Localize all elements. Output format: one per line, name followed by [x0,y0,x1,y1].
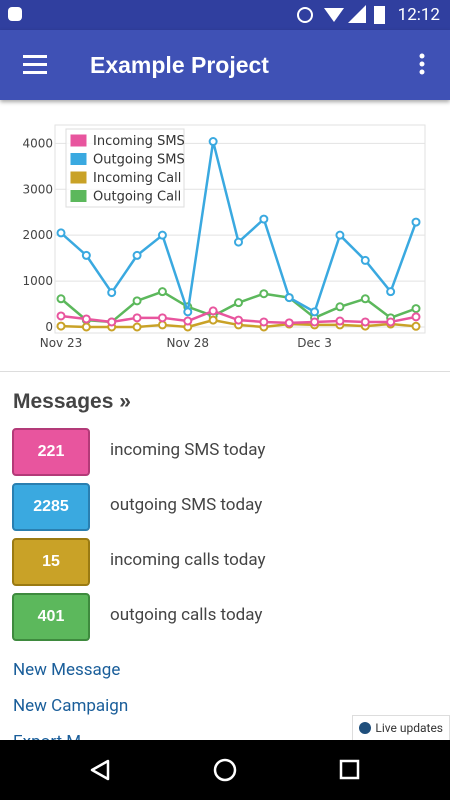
app-bar-icons [23,53,425,75]
stat-row: 15 incoming calls today [12,538,450,586]
y-tick-label: 4000 [22,136,53,150]
clock: 12:12 [397,5,440,25]
x-tick-label: Nov 28 [167,336,210,350]
data-point [234,237,243,247]
data-point [107,317,117,327]
battery-icon [374,6,385,24]
stat-value: 401 [12,593,90,641]
x-tick-label: Dec 3 [297,336,332,350]
data-point [386,287,396,297]
data-point [107,288,117,298]
data-point [183,307,193,317]
y-tick-label: 3000 [22,182,53,196]
data-point [132,250,142,260]
data-point [208,315,218,325]
data-point [56,228,66,238]
status-bar: 12:12 [0,0,450,30]
data-point [259,289,269,299]
stat-value: 221 [12,428,90,476]
home-button[interactable] [213,758,237,782]
legend-swatch [69,189,88,203]
recents-button[interactable] [339,759,360,780]
legend-swatch [69,133,88,148]
divider [0,371,450,372]
data-point [411,321,421,331]
data-point [386,317,396,327]
legend-label: Incoming SMS [93,134,185,149]
data-point [132,322,142,332]
stat-label: incoming calls today [110,550,266,570]
link[interactable]: New Message [13,660,121,680]
legend-swatch [69,152,88,166]
stat-row: 401 outgoing calls today [12,593,450,641]
data-point [259,214,269,224]
data-point [56,321,66,331]
overflow-button[interactable] [419,53,425,75]
stat-row: 221 incoming SMS today [12,428,450,476]
data-point [157,230,167,240]
data-point [284,318,294,328]
legend: Incoming SMS Outgoing SMS Incoming Call Out… [65,128,185,208]
messages-heading[interactable]: Messages » [13,390,131,413]
y-tick-label: 0 [45,320,53,334]
link[interactable]: New Campaign [13,696,129,716]
nav-bar [0,740,450,800]
legend-swatch [69,170,88,185]
stat-row: 2285 outgoing SMS today [12,483,450,531]
data-point [157,287,167,297]
data-point [284,293,294,303]
chart: 0 1000 2000 3000 4000 Nov 23 Nov 28 Dec 3 Incomi… [22,124,426,350]
app-title: Example Project [90,52,269,78]
stat-label: outgoing calls today [110,605,263,625]
data-point [208,137,218,147]
data-point [56,311,66,321]
data-point [360,317,370,327]
y-tick-label: 1000 [22,274,53,288]
stat-value: 15 [12,538,90,586]
data-point [360,255,370,265]
data-point [132,296,142,306]
data-point [132,313,142,323]
plot-frame [54,124,426,334]
data-point [81,314,91,324]
wifi-icon [324,8,344,22]
data-point [310,317,320,327]
data-point [234,298,243,308]
data-point [411,312,421,322]
live-updates-badge[interactable]: Live updates [352,715,450,741]
data-point [335,316,345,326]
data-point [81,322,91,332]
data-point [234,315,243,325]
status-icons [8,5,385,24]
data-point [360,294,370,304]
stat-value: 2285 [12,483,90,531]
signal-icon [348,5,366,23]
data-point [310,307,320,317]
data-point [335,230,345,240]
data-point [208,306,218,316]
legend-label: Incoming Call [93,171,181,186]
data-point [157,320,167,330]
data-point [157,313,167,323]
menu-button[interactable] [23,55,47,74]
alarm-icon [297,7,313,23]
x-tick-label: Nov 23 [40,336,83,350]
data-point [259,317,269,327]
legend-label: Outgoing Call [93,190,181,205]
data-point [411,217,421,227]
data-point [411,304,421,314]
back-button[interactable] [90,759,110,781]
y-tick-label: 2000 [22,228,53,242]
nav-icons [90,758,360,782]
data-point [183,316,193,326]
data-point [335,302,345,312]
app-bar: Example Project [0,30,450,100]
data-point [56,294,66,304]
data-point [81,250,91,260]
android-icon [8,7,22,21]
legend-label: Outgoing SMS [93,153,185,168]
stat-label: incoming SMS today [110,440,266,460]
stat-label: outgoing SMS today [110,495,263,515]
